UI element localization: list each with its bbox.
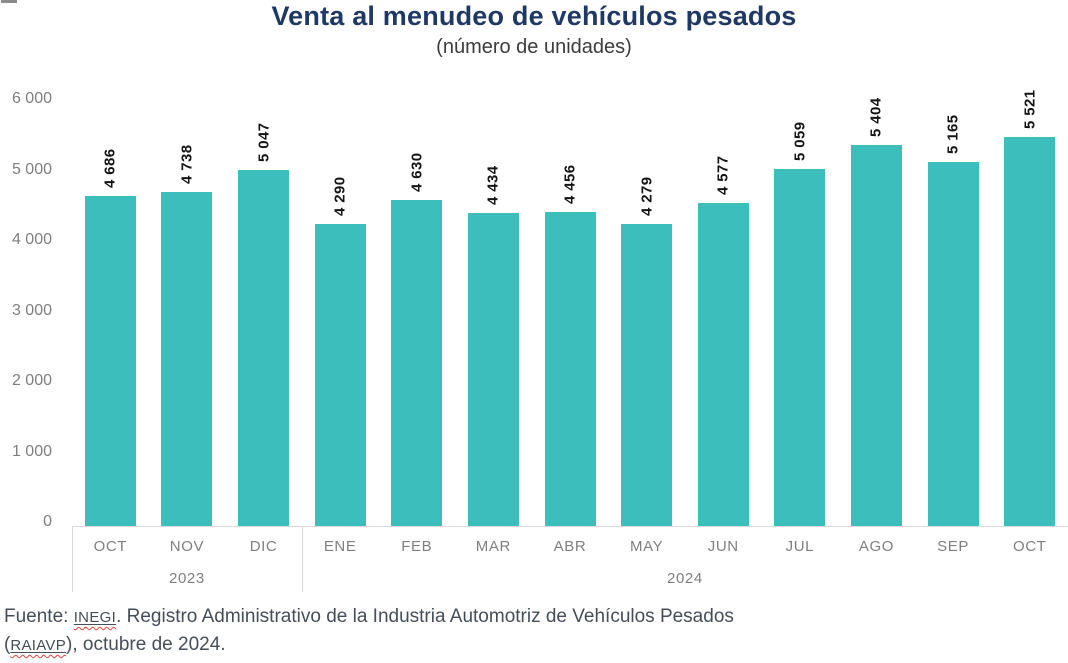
x-axis-month-label: DIC: [249, 538, 278, 555]
bar-abr-6: [544, 211, 596, 526]
y-axis-tick-label: 4 000: [11, 231, 52, 248]
x-axis-month-label: AGO: [858, 538, 895, 555]
source-prefix: Fuente:: [4, 606, 74, 627]
inegi-link[interactable]: INEGI: [74, 609, 116, 626]
bar-jul-9: [774, 169, 826, 526]
x-axis-month-label: JUN: [707, 538, 739, 555]
bar-value-label: 5 404: [867, 97, 885, 138]
chart-title: Venta al menudeo de vehículos pesados: [271, 1, 797, 31]
y-axis-tick-label: 6 000: [11, 90, 52, 107]
source-line-2: (RAIAVP), octubre de 2024.: [4, 631, 734, 659]
x-axis-year-label: 2024: [667, 570, 703, 587]
bar-value-label: 5 521: [1021, 89, 1039, 129]
source-note: Fuente: INEGI. Registro Administrativo d…: [4, 603, 734, 659]
x-axis-line: [72, 526, 1068, 527]
bar-value-label: 4 290: [331, 176, 349, 216]
x-axis-month-label: OCT: [93, 538, 128, 555]
x-axis-group-separator: [72, 526, 73, 592]
bar-value-label: 5 059: [791, 121, 809, 162]
bar-value-label: 4 577: [714, 155, 732, 196]
bar-value-label: 5 165: [944, 114, 962, 154]
bar-jun-8: [697, 203, 749, 526]
y-axis-tick-label: 0: [43, 513, 52, 530]
raiavp-link-text: RAIAVP: [10, 637, 67, 654]
crop-artifact: [1, 0, 17, 3]
bar-oct-0: [84, 195, 136, 526]
x-axis-month-label: OCT: [1012, 538, 1047, 555]
bar-dic-2: [238, 170, 290, 526]
x-axis-month-label: ABR: [553, 538, 587, 555]
inegi-link-text: INEGI: [73, 609, 117, 626]
x-axis-group-separator: [301, 526, 303, 592]
bar-ene-3: [314, 223, 366, 526]
x-axis-month-label: MAY: [630, 538, 664, 555]
bar-value-label: 4 279: [638, 176, 656, 217]
bar-value-label: 4 630: [408, 152, 426, 192]
y-axis-tick-label: 1 000: [11, 442, 52, 460]
bar-value-label: 5 047: [255, 122, 273, 163]
y-axis-tick-label: 3 000: [11, 301, 52, 319]
x-axis-month-label: JUL: [785, 538, 815, 555]
bar-value-label: 4 686: [101, 148, 119, 188]
bar-feb-4: [391, 199, 443, 526]
bar-sep-11: [927, 161, 979, 526]
bar-nov-1: [161, 191, 213, 526]
bar-value-label: 4 738: [178, 144, 196, 184]
x-axis-month-label: FEB: [401, 538, 433, 555]
source-line-1-rest: . Registro Administrativo de la Industri…: [116, 606, 734, 627]
x-axis-year-label: 2023: [169, 570, 205, 587]
bar-may-7: [621, 224, 673, 526]
raiavp-link[interactable]: RAIAVP: [10, 637, 66, 654]
x-axis-month-label: SEP: [937, 538, 969, 555]
chart-subtitle: (número de unidades): [436, 36, 632, 58]
x-axis-month-label: ENE: [323, 538, 357, 555]
paren-open: (: [4, 634, 11, 655]
source-line-1: Fuente: INEGI. Registro Administrativo d…: [4, 603, 734, 631]
bar-value-label: 4 434: [484, 165, 502, 206]
bar-value-label: 4 456: [561, 164, 579, 204]
source-line-2-rest: ), octubre de 2024.: [66, 634, 226, 655]
x-axis-month-label: MAR: [475, 538, 511, 555]
y-axis-tick-label: 2 000: [11, 372, 52, 389]
y-axis-tick-label: 5 000: [11, 160, 52, 178]
bar-oct-12: [1004, 136, 1056, 526]
bar-mar-5: [467, 213, 519, 526]
bar-ago-10: [850, 145, 902, 526]
x-axis-month-label: NOV: [169, 538, 205, 555]
